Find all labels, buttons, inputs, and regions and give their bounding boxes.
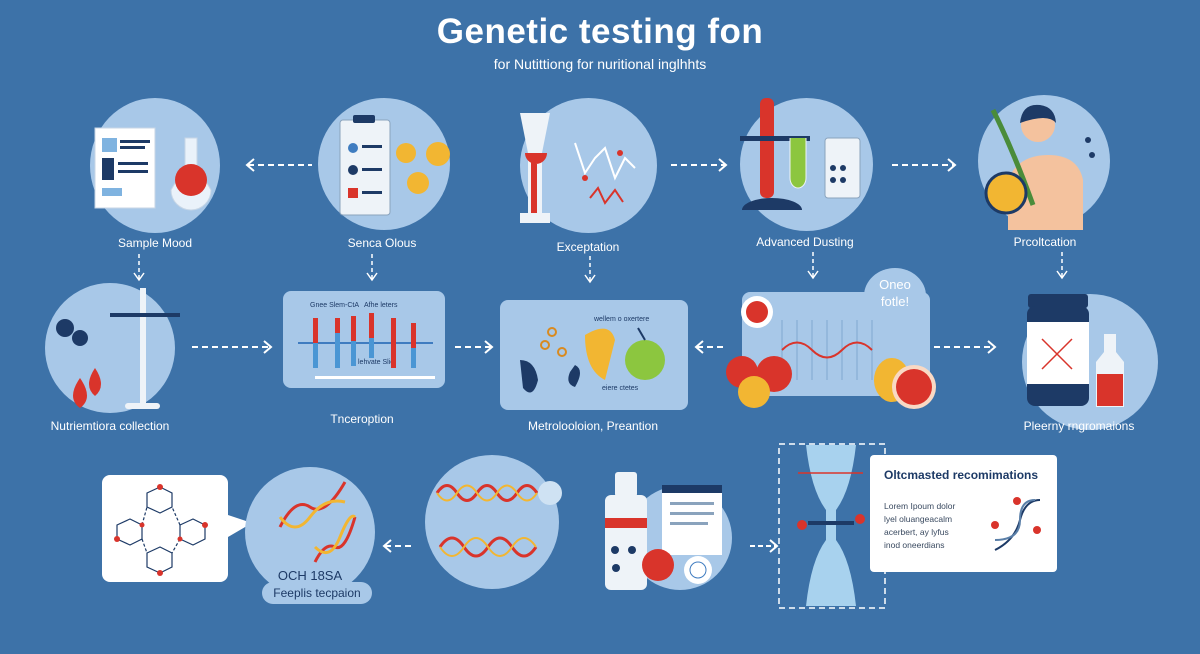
food-bottom-text: eiere ctetes [602,385,639,392]
dashed-arrow-left-icon [382,539,414,553]
step-label-nutrition-collection: Nutriemtiora collection [50,419,170,433]
down-arrow-icon [133,254,145,282]
page-title: Genetic testing fon [436,12,764,51]
step-label-tnceroption: Tnceroption [330,412,394,426]
hourglass-dna-icon [778,443,886,609]
result-card-line: acerbert, ay lyfus [884,527,949,537]
dashed-arrow-right-icon [892,158,957,172]
dna-pill-label: Feeplis tecpaion [262,582,372,604]
result-card-title: Oltcmasted recomimations [884,468,1039,482]
dna-code-text: OCH 18SA [277,568,343,583]
step-label-senca-olous: Senca Olous [347,236,417,250]
down-arrow-icon [366,254,378,282]
dashed-arrow-right-icon [934,340,997,354]
result-card-line: inod oneerdians [884,540,945,550]
fruit-dna-illustration [726,296,936,409]
molecule-card [102,475,228,582]
dashed-arrow-right-icon [455,340,494,354]
step-label-pleerny: Pleerny rngromaions [1023,419,1135,433]
step-label-metrolooloion: Metrolooloion, Preantion [527,419,659,433]
person-icon [984,104,1095,230]
chart-caption: lehvate Slie [358,359,395,366]
hourglass-graph-icon [520,113,636,223]
dashed-arrow-right-icon [750,539,779,553]
dna-circle [245,467,375,597]
result-card [870,455,1057,572]
molecule-structure-icon [114,484,252,576]
step-label-prcoltcation: Prcoltcation [1013,235,1077,249]
down-arrow-icon [807,252,819,280]
step-label-exceptation: Exceptation [556,240,620,254]
result-card-body: Lorem Ipoum dolor lyel oluangeacalm acer… [884,500,955,552]
speech-bubble [864,268,926,324]
dna-helix-icon [278,481,357,563]
dna-strands-circle [425,455,559,589]
down-arrow-icon [1056,252,1068,280]
clipboard-icon [339,115,450,216]
bar-chart-illustration [298,313,435,379]
chart-panel [283,291,445,388]
supplement-jar-icon [1027,294,1124,407]
result-card-line: lyel oluangeacalm [884,514,953,524]
dashed-arrow-left-icon [245,158,312,172]
result-card-line: Lorem Ipoum dolor [884,501,956,511]
blood-sample-icon [56,288,180,409]
step-label-advanced-dusting: Advanced Dusting [756,235,854,249]
food-illustration [520,327,665,393]
supplement-bottle-document-icon [605,472,732,590]
down-arrow-icon [584,256,596,284]
page-subtitle: for Nutittiong for nuritional inglhhts [493,56,707,72]
chart-legend-left: Gnee Slem-CtA [310,302,360,309]
step-label-sample-mood: Sample Mood [117,236,193,250]
dna-molecule-icon [991,497,1041,551]
dna-strands-icon [435,481,562,558]
dashed-arrow-right-icon [192,340,273,354]
lab-equipment-icon [740,98,861,210]
collection-circle [45,283,175,413]
dashed-arrow-right-icon [671,158,728,172]
dashed-arrow-left-icon [694,340,726,354]
food-top-text: wellem o oxertere [594,316,650,323]
chart-legend-right: Afhe leters [364,302,398,309]
document-flask-icon [94,127,212,211]
speech-bubble-text: Oneo fotle! [879,277,911,309]
